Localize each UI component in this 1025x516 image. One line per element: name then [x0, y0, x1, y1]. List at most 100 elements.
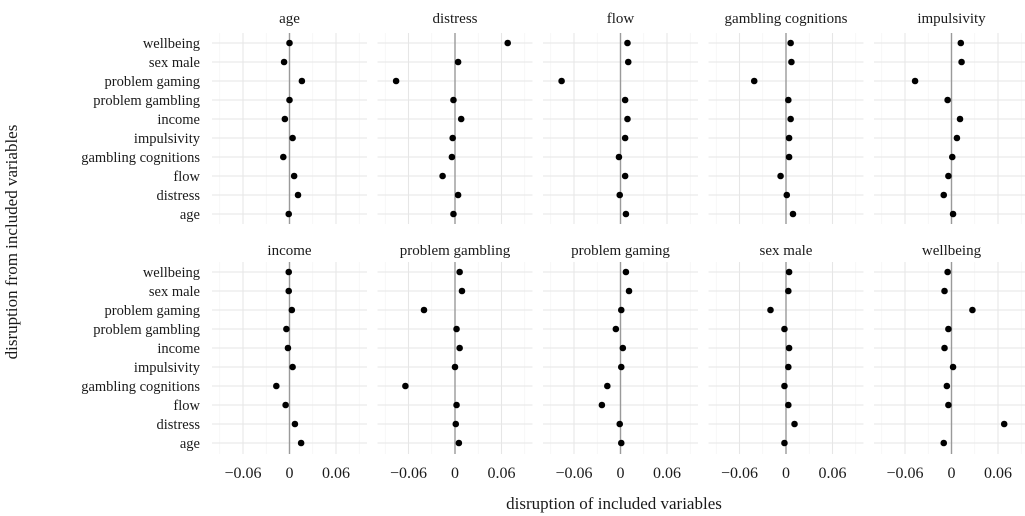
- data-point: [612, 325, 620, 333]
- data-point: [785, 134, 793, 142]
- y-tick-label: age: [180, 436, 200, 452]
- data-point: [504, 39, 512, 47]
- data-point: [283, 325, 290, 333]
- data-point: [785, 268, 793, 276]
- data-point: [621, 96, 629, 104]
- y-tick-label: distress: [157, 417, 201, 433]
- data-point: [616, 191, 624, 199]
- x-tick-label: 0.06: [322, 465, 350, 482]
- data-point: [940, 439, 948, 447]
- data-point: [451, 363, 459, 371]
- data-point: [456, 344, 463, 352]
- data-point: [402, 382, 409, 390]
- data-point: [785, 401, 792, 409]
- data-point: [943, 382, 951, 390]
- data-point: [297, 439, 305, 447]
- data-point: [420, 306, 428, 314]
- y-tick-label: problem gambling: [93, 322, 200, 338]
- data-point: [787, 39, 794, 47]
- x-tick-label: 0.06: [984, 465, 1012, 482]
- y-tick-label: problem gaming: [105, 303, 200, 319]
- facet-title: wellbeing: [922, 243, 982, 259]
- data-point: [288, 306, 296, 314]
- y-tick-label: income: [157, 112, 200, 128]
- data-point: [448, 153, 456, 161]
- data-point: [619, 344, 627, 352]
- data-point: [1000, 420, 1008, 428]
- data-point: [452, 420, 460, 428]
- data-point: [957, 39, 965, 47]
- x-tick-label: −0.06: [224, 465, 261, 482]
- data-point: [615, 153, 623, 161]
- x-axis-title: disruption of included variables: [506, 494, 722, 513]
- data-point: [617, 306, 625, 314]
- y-tick-label: sex male: [149, 284, 200, 300]
- data-point: [450, 210, 457, 218]
- data-point: [454, 191, 462, 199]
- data-point: [624, 115, 631, 123]
- data-point: [285, 287, 293, 295]
- data-point: [944, 268, 951, 276]
- data-point: [621, 172, 629, 180]
- data-point: [945, 172, 952, 180]
- data-point: [286, 96, 293, 104]
- data-point: [940, 191, 948, 199]
- data-point: [624, 58, 632, 66]
- data-point: [911, 77, 919, 85]
- data-point: [290, 172, 298, 180]
- y-tick-label: distress: [157, 188, 201, 204]
- x-tick-label: 0: [451, 465, 459, 482]
- data-point: [941, 287, 948, 295]
- data-point: [969, 306, 976, 314]
- data-point: [781, 439, 788, 447]
- facet-panel: impulsivity: [874, 11, 1025, 224]
- data-point: [453, 401, 460, 409]
- data-point: [280, 58, 288, 66]
- data-point: [949, 363, 957, 371]
- data-point: [558, 77, 565, 85]
- x-tick-label: 0: [782, 465, 790, 482]
- data-point: [282, 401, 289, 409]
- facet-panels: age wellbeing sex male problem gaming proble…: [81, 11, 1025, 482]
- data-point: [945, 401, 952, 409]
- data-point: [785, 363, 792, 371]
- facet-title: problem gaming: [571, 243, 670, 259]
- x-tick-label: 0.06: [488, 465, 516, 482]
- facet-title: sex male: [760, 243, 813, 259]
- data-point: [624, 39, 631, 47]
- data-point: [781, 325, 788, 333]
- facet-title: problem gambling: [400, 243, 511, 259]
- data-point: [281, 115, 289, 123]
- y-tick-label: gambling cognitions: [81, 150, 200, 166]
- data-point: [449, 134, 456, 142]
- y-tick-label: problem gambling: [93, 93, 200, 109]
- data-point: [291, 420, 299, 428]
- data-point: [458, 287, 466, 295]
- x-tick-label: 0: [286, 465, 294, 482]
- y-tick-label: flow: [173, 169, 200, 185]
- data-point: [439, 172, 446, 180]
- y-tick-label: gambling cognitions: [81, 379, 200, 395]
- data-point: [456, 268, 463, 276]
- facet-title: gambling cognitions: [725, 11, 848, 27]
- data-point: [457, 115, 465, 123]
- data-point: [289, 363, 296, 371]
- facet-panel: problem gambling: [377, 243, 533, 454]
- x-tick-label: 0: [948, 465, 956, 482]
- data-point: [791, 420, 798, 428]
- facet-title: impulsivity: [917, 11, 986, 27]
- facet-panel: problem gaming: [543, 243, 698, 454]
- data-point: [285, 210, 293, 218]
- facet-title: flow: [607, 11, 635, 27]
- data-point: [785, 287, 792, 295]
- panel-background: [874, 262, 1025, 454]
- y-axis-title: disruption from included variables: [2, 125, 21, 360]
- data-point: [956, 115, 964, 123]
- data-point: [785, 344, 793, 352]
- facet-title: distress: [433, 11, 478, 27]
- data-point: [616, 420, 624, 428]
- x-tick-label: −0.06: [390, 465, 427, 482]
- data-point: [455, 439, 463, 447]
- data-point: [453, 325, 460, 333]
- data-point: [298, 77, 306, 85]
